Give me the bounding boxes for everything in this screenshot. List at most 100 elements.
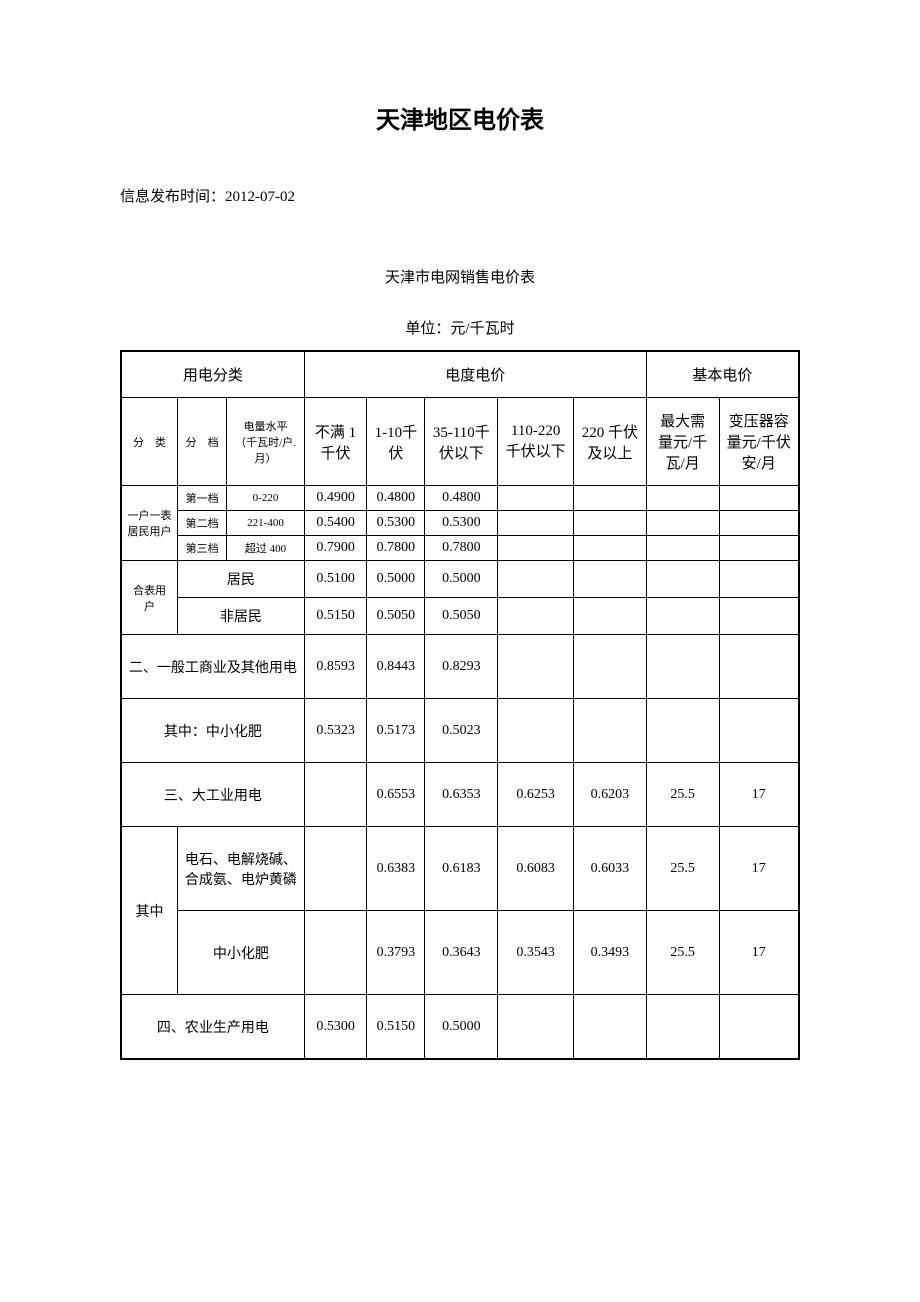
price-table: 用电分类 电度电价 基本电价 不满 1千伏 1-10千伏 35-110千伏以下 … — [120, 350, 800, 1060]
sub-cell: 居民 — [178, 561, 305, 598]
value-cell: 25.5 — [646, 827, 719, 911]
table-row: 第二档 221-400 0.5400 0.5300 0.5300 — [121, 511, 799, 536]
value-cell — [719, 995, 799, 1060]
header-level: 电量水平（千瓦时/户.月） — [227, 398, 304, 486]
value-cell — [304, 827, 367, 911]
header-voltage4: 110-220千伏以下 — [498, 398, 574, 486]
cat-commercial: 二、一般工商业及其他用电 — [121, 635, 304, 699]
header-max-demand: 最大需量元/千瓦/月 — [646, 398, 719, 486]
value-cell: 0.4900 — [304, 486, 367, 511]
table-row: 三、大工业用电 0.6553 0.6353 0.6253 0.6203 25.5… — [121, 763, 799, 827]
cat-residential: 一户一表居民用户 — [121, 486, 178, 561]
value-cell — [573, 511, 646, 536]
value-cell: 0.8293 — [425, 635, 498, 699]
value-cell — [719, 536, 799, 561]
header-type: 分 类 — [121, 398, 178, 486]
cat-fertilizer: 其中：中小化肥 — [121, 699, 304, 763]
cat-agriculture: 四、农业生产用电 — [121, 995, 304, 1060]
value-cell: 0.6083 — [498, 827, 574, 911]
table-row: 四、农业生产用电 0.5300 0.5150 0.5000 — [121, 995, 799, 1060]
value-cell: 17 — [719, 911, 799, 995]
value-cell: 0.5000 — [367, 561, 425, 598]
value-cell: 0.8443 — [367, 635, 425, 699]
value-cell — [573, 635, 646, 699]
value-cell — [646, 995, 719, 1060]
table-row: 非居民 0.5150 0.5050 0.5050 — [121, 598, 799, 635]
table-row: 其中 电石、电解烧碱、合成氨、电炉黄磷 0.6383 0.6183 0.6083… — [121, 827, 799, 911]
header-category: 用电分类 — [121, 351, 304, 398]
value-cell — [719, 486, 799, 511]
value-cell — [498, 598, 574, 635]
value-cell — [646, 536, 719, 561]
value-cell: 0.6383 — [367, 827, 425, 911]
value-cell: 0.5323 — [304, 699, 367, 763]
tier-cell: 第三档 — [178, 536, 227, 561]
value-cell: 0.6183 — [425, 827, 498, 911]
value-cell: 0.3543 — [498, 911, 574, 995]
header-base-price: 基本电价 — [646, 351, 799, 398]
value-cell: 0.5300 — [367, 511, 425, 536]
table-row: 合表用户 居民 0.5100 0.5000 0.5000 — [121, 561, 799, 598]
sub-cell: 中小化肥 — [178, 911, 305, 995]
value-cell — [719, 511, 799, 536]
value-cell: 0.5400 — [304, 511, 367, 536]
value-cell — [646, 561, 719, 598]
value-cell — [498, 511, 574, 536]
value-cell: 0.3793 — [367, 911, 425, 995]
header-energy-price: 电度电价 — [304, 351, 646, 398]
value-cell: 0.6553 — [367, 763, 425, 827]
value-cell — [719, 598, 799, 635]
tier-cell: 第二档 — [178, 511, 227, 536]
value-cell: 0.5050 — [425, 598, 498, 635]
value-cell: 0.6033 — [573, 827, 646, 911]
value-cell — [498, 486, 574, 511]
sub-cell: 非居民 — [178, 598, 305, 635]
value-cell — [498, 561, 574, 598]
header-voltage1: 不满 1千伏 — [304, 398, 367, 486]
value-cell — [646, 511, 719, 536]
value-cell: 0.6353 — [425, 763, 498, 827]
value-cell — [573, 486, 646, 511]
value-cell — [719, 635, 799, 699]
table-row: 中小化肥 0.3793 0.3643 0.3543 0.3493 25.5 17 — [121, 911, 799, 995]
value-cell — [719, 561, 799, 598]
value-cell: 0.5100 — [304, 561, 367, 598]
value-cell: 25.5 — [646, 911, 719, 995]
table-subtitle: 天津市电网销售电价表 — [120, 266, 800, 287]
value-cell: 0.5173 — [367, 699, 425, 763]
header-tier: 分 档 — [178, 398, 227, 486]
value-cell — [719, 699, 799, 763]
table-row: 一户一表居民用户 第一档 0-220 0.4900 0.4800 0.4800 — [121, 486, 799, 511]
value-cell: 0.5300 — [304, 995, 367, 1060]
level-cell: 超过 400 — [227, 536, 304, 561]
header-transformer: 变压器容量元/千伏安/月 — [719, 398, 799, 486]
value-cell: 0.5150 — [367, 995, 425, 1060]
table-row: 二、一般工商业及其他用电 0.8593 0.8443 0.8293 — [121, 635, 799, 699]
value-cell — [498, 536, 574, 561]
value-cell: 0.3643 — [425, 911, 498, 995]
cat-industrial: 三、大工业用电 — [121, 763, 304, 827]
value-cell — [304, 911, 367, 995]
value-cell — [498, 635, 574, 699]
value-cell: 0.7800 — [425, 536, 498, 561]
value-cell — [573, 699, 646, 763]
value-cell — [498, 995, 574, 1060]
value-cell: 0.5300 — [425, 511, 498, 536]
page-title: 天津地区电价表 — [120, 100, 800, 135]
value-cell: 0.3493 — [573, 911, 646, 995]
value-cell — [573, 598, 646, 635]
value-cell — [573, 561, 646, 598]
value-cell: 0.5023 — [425, 699, 498, 763]
value-cell — [646, 635, 719, 699]
publish-time-label: 信息发布时间： — [120, 189, 225, 205]
value-cell — [646, 486, 719, 511]
level-cell: 0-220 — [227, 486, 304, 511]
publish-time: 信息发布时间：2012-07-02 — [120, 185, 800, 206]
value-cell: 0.5000 — [425, 561, 498, 598]
value-cell: 0.7800 — [367, 536, 425, 561]
header-voltage3: 35-110千伏以下 — [425, 398, 498, 486]
value-cell — [304, 763, 367, 827]
value-cell: 0.4800 — [425, 486, 498, 511]
value-cell — [646, 699, 719, 763]
cat-among: 其中 — [121, 827, 178, 995]
